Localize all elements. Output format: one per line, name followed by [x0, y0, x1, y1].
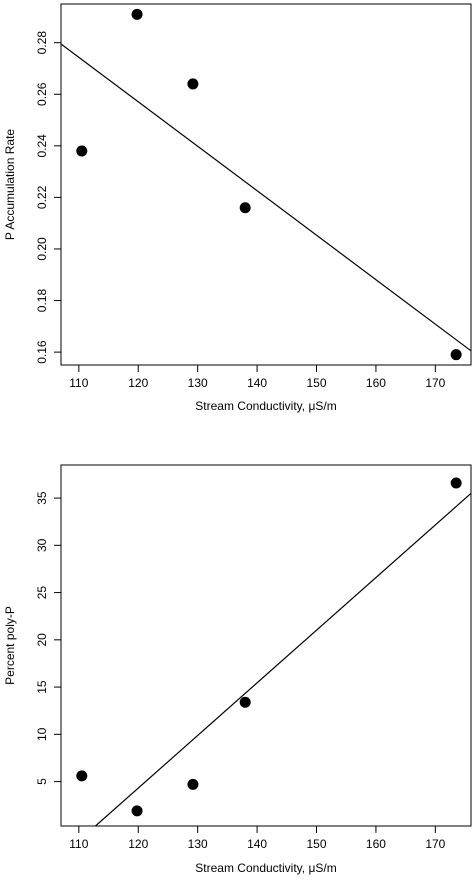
plot-frame — [60, 3, 472, 366]
x-tick-label: 130 — [188, 376, 208, 390]
y-tick-label: 20 — [35, 633, 49, 647]
x-tick-label: 170 — [425, 837, 445, 851]
data-point — [450, 477, 462, 489]
x-tick-label: 110 — [69, 837, 88, 851]
data-point — [187, 78, 199, 90]
y-tick-label: 35 — [35, 491, 49, 505]
y-tick-label: 5 — [35, 778, 49, 785]
panel-top-chart: 110 120 130 140 150 160 170 0.16 0.18 0.20 0.22 0.2… — [3, 3, 472, 413]
x-tick-label: 110 — [69, 376, 88, 390]
y-tick-label: 0.16 — [35, 340, 49, 364]
data-point — [239, 696, 251, 708]
y-tick-label: 30 — [35, 538, 49, 552]
y-tick-label: 10 — [35, 727, 49, 741]
x-tick-label: 150 — [306, 376, 326, 390]
x-tick-label: 160 — [366, 376, 386, 390]
data-point — [131, 8, 143, 20]
y-tick-label: 25 — [35, 586, 49, 600]
data-point — [450, 349, 462, 361]
y-tick-label: 0.18 — [35, 289, 49, 313]
y-tick-label: 0.22 — [35, 185, 49, 209]
plot-frame — [60, 464, 472, 827]
x-tick-label: 130 — [188, 837, 208, 851]
y-tick-label: 0.24 — [35, 134, 49, 158]
x-axis-title: Stream Conductivity, μS/m — [195, 399, 336, 413]
data-point — [131, 805, 143, 817]
regression-line — [95, 492, 471, 826]
x-tick-label: 140 — [247, 837, 267, 851]
data-point — [76, 145, 88, 157]
y-axis-title: Percent poly-P — [3, 606, 17, 685]
y-tick-label: 15 — [35, 680, 49, 694]
x-tick-label: 120 — [128, 376, 148, 390]
data-point — [76, 770, 88, 782]
data-point — [239, 202, 251, 214]
y-tick-label: 0.26 — [35, 82, 49, 106]
x-tick-label: 120 — [128, 837, 148, 851]
y-tick-label: 0.20 — [35, 237, 49, 261]
x-tick-label: 140 — [247, 376, 267, 390]
y-axis-title: P Accumulation Rate — [3, 129, 17, 241]
x-tick-label: 150 — [306, 837, 326, 851]
panel-bottom-chart: 110 120 130 140 150 160 170 5 10 15 20 25 30 35 Stream… — [3, 464, 472, 875]
y-tick-label: 0.28 — [35, 31, 49, 55]
x-axis-title: Stream Conductivity, μS/m — [195, 861, 336, 875]
regression-line — [61, 43, 471, 352]
data-point — [187, 778, 199, 790]
x-tick-label: 170 — [425, 376, 445, 390]
x-tick-label: 160 — [366, 837, 386, 851]
